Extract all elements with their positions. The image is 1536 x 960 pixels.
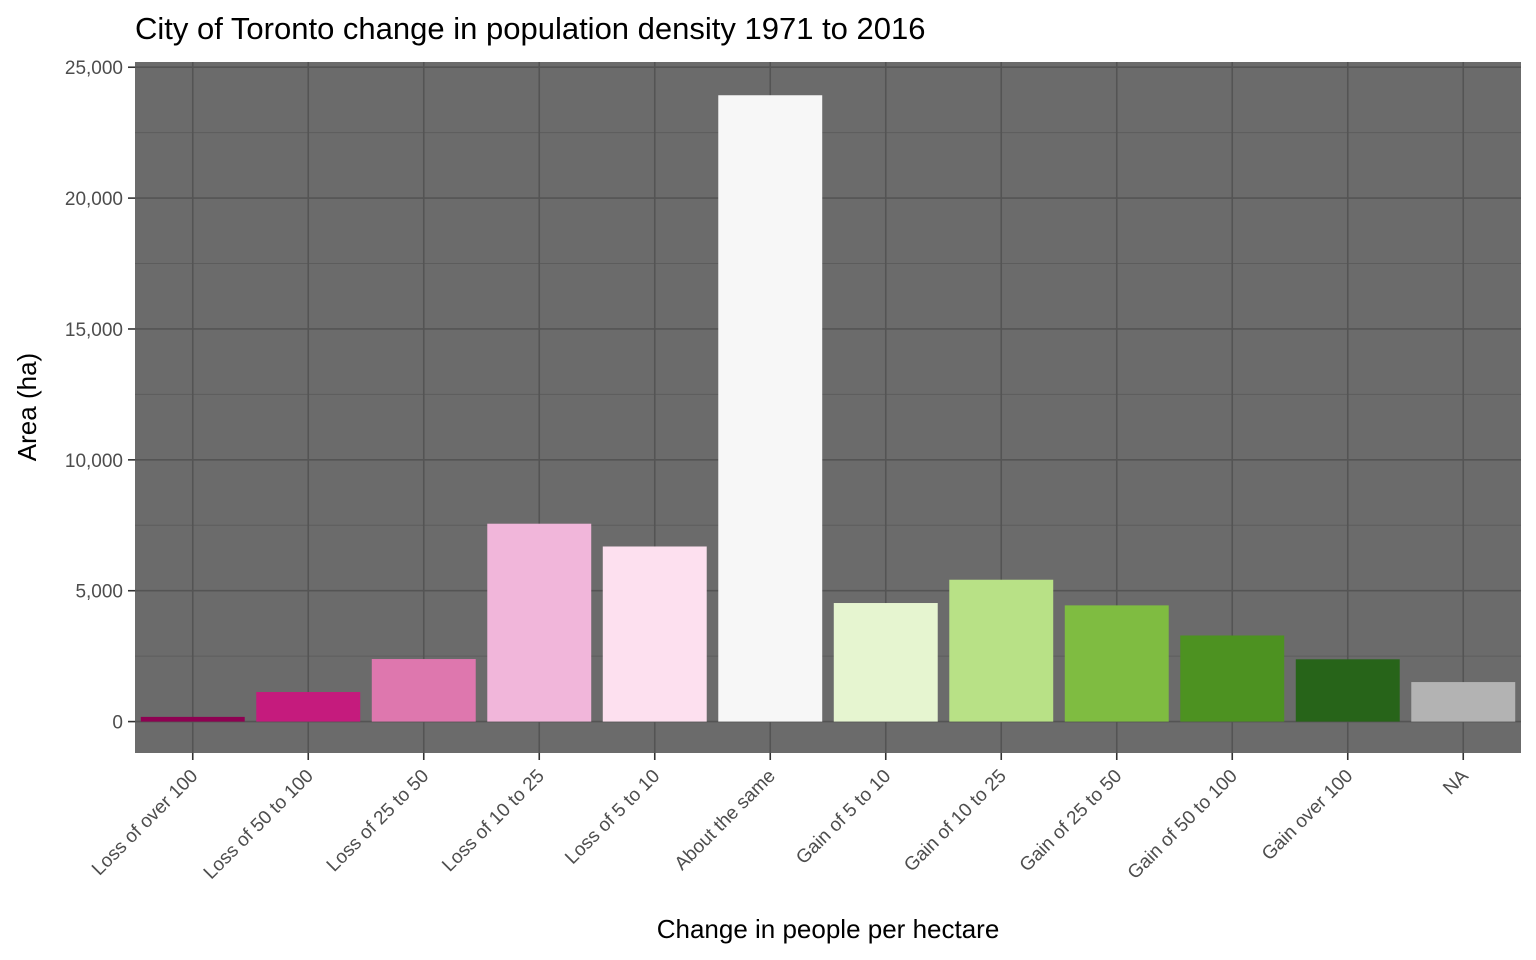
y-tick-label: 10,000	[65, 451, 123, 472]
y-tick-label: 5,000	[75, 582, 123, 603]
plot-panel	[135, 62, 1521, 753]
x-tick-label: Loss of 50 to 100	[200, 766, 318, 884]
x-tick-label: Gain of 5 to 10	[792, 766, 895, 869]
bar	[1064, 605, 1169, 722]
gridlines	[135, 62, 1521, 753]
y-axis-title: Area (ha)	[12, 353, 42, 461]
bar	[1180, 635, 1285, 722]
bar	[140, 716, 245, 722]
y-axis: 0 5,000 10,000 15,000 20,000 25,000	[65, 58, 135, 734]
x-tick-label: Loss of over 100	[88, 766, 202, 880]
x-tick-label: About the same	[671, 766, 780, 875]
bar	[371, 659, 476, 722]
y-tick-label: 25,000	[65, 58, 123, 79]
bar	[1295, 659, 1400, 722]
x-tick-label: Loss of 10 to 25	[438, 766, 548, 876]
bars	[140, 95, 1516, 722]
x-tick-label: Loss of 5 to 10	[561, 766, 664, 869]
bar	[949, 579, 1054, 722]
bar	[487, 523, 592, 722]
bar	[1411, 682, 1516, 722]
x-tick-label: Gain of 10 to 25	[900, 766, 1010, 876]
y-tick-label: 15,000	[65, 320, 123, 341]
x-tick-label: Gain of 25 to 50	[1016, 766, 1126, 876]
x-axis-title: Change in people per hectare	[657, 914, 1000, 944]
x-tick-label: NA	[1439, 765, 1473, 799]
x-tick-label: Gain over 100	[1258, 766, 1357, 865]
chart-title: City of Toronto change in population den…	[135, 11, 926, 46]
bar	[833, 603, 938, 722]
bar	[602, 546, 707, 722]
y-tick-label: 0	[112, 713, 123, 734]
bar	[718, 95, 823, 722]
bar	[256, 692, 361, 722]
x-tick-label: Loss of 25 to 50	[323, 766, 433, 876]
y-tick-label: 20,000	[65, 189, 123, 210]
x-tick-label: Gain of 50 to 100	[1124, 766, 1242, 884]
